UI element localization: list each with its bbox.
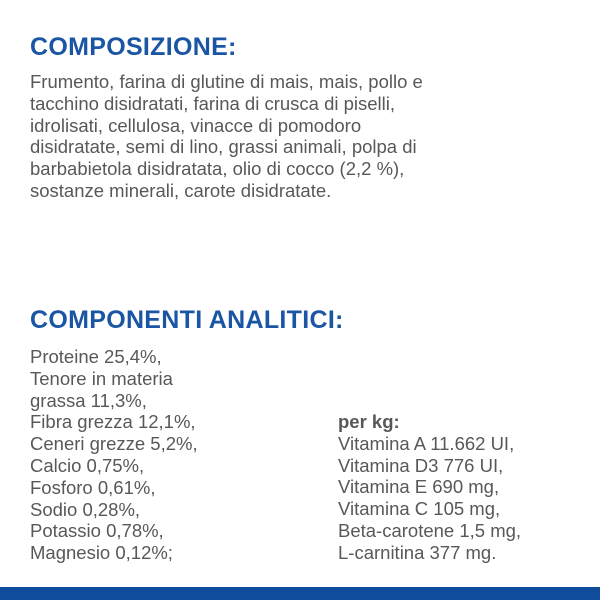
composition-line: sostanze minerali, carote disidratate. <box>30 179 332 201</box>
vitamin-item: L-carnitina 377 mg. <box>338 541 497 563</box>
analytic-item: Magnesio 0,12%; <box>30 542 173 564</box>
analytic-item: Tenore in materia <box>30 367 173 389</box>
composition-line: barbabietola disidratata, olio di cocco … <box>30 158 405 180</box>
analytics-title: COMPONENTI ANALITICI: <box>30 306 344 334</box>
composition-line: tacchino disidratati, farina di crusca d… <box>30 92 396 114</box>
vitamin-item: Beta-carotene 1,5 mg, <box>338 519 522 541</box>
analytic-item: Calcio 0,75%, <box>30 454 145 476</box>
analytics-left-list: Proteine 25,4%, Tenore in materia grassa… <box>30 346 198 564</box>
vitamin-item: Vitamina D3 776 UI, <box>338 454 504 476</box>
composition-line: disidratate, semi di lino, grassi animal… <box>30 136 417 158</box>
composition-title: COMPOSIZIONE: <box>30 33 237 61</box>
footer-bar <box>0 587 600 600</box>
analytic-item: Proteine 25,4%, <box>30 346 162 367</box>
analytic-item: Ceneri grezze 5,2%, <box>30 433 198 455</box>
analytic-item: grassa 11,3%, <box>30 389 147 411</box>
analytics-right-list: per kg: Vitamina A 11.662 UI, Vitamina D… <box>338 411 521 564</box>
per-kg-label: per kg: <box>338 411 400 432</box>
analytic-item: Potassio 0,78%, <box>30 520 164 542</box>
vitamin-item: Vitamina A 11.662 UI, <box>338 432 515 454</box>
vitamin-item: Vitamina E 690 mg, <box>338 476 500 498</box>
analytic-item: Fibra grezza 12,1%, <box>30 411 196 433</box>
composition-line: idrolisati, cellulosa, vinacce di pomodo… <box>30 114 362 136</box>
composition-line: Frumento, farina di glutine di mais, mai… <box>30 71 423 92</box>
vitamin-item: Vitamina C 105 mg, <box>338 498 501 520</box>
analytic-item: Fosforo 0,61%, <box>30 476 156 498</box>
analytic-item: Sodio 0,28%, <box>30 498 141 520</box>
composition-text: Frumento, farina di glutine di mais, mai… <box>30 71 423 202</box>
